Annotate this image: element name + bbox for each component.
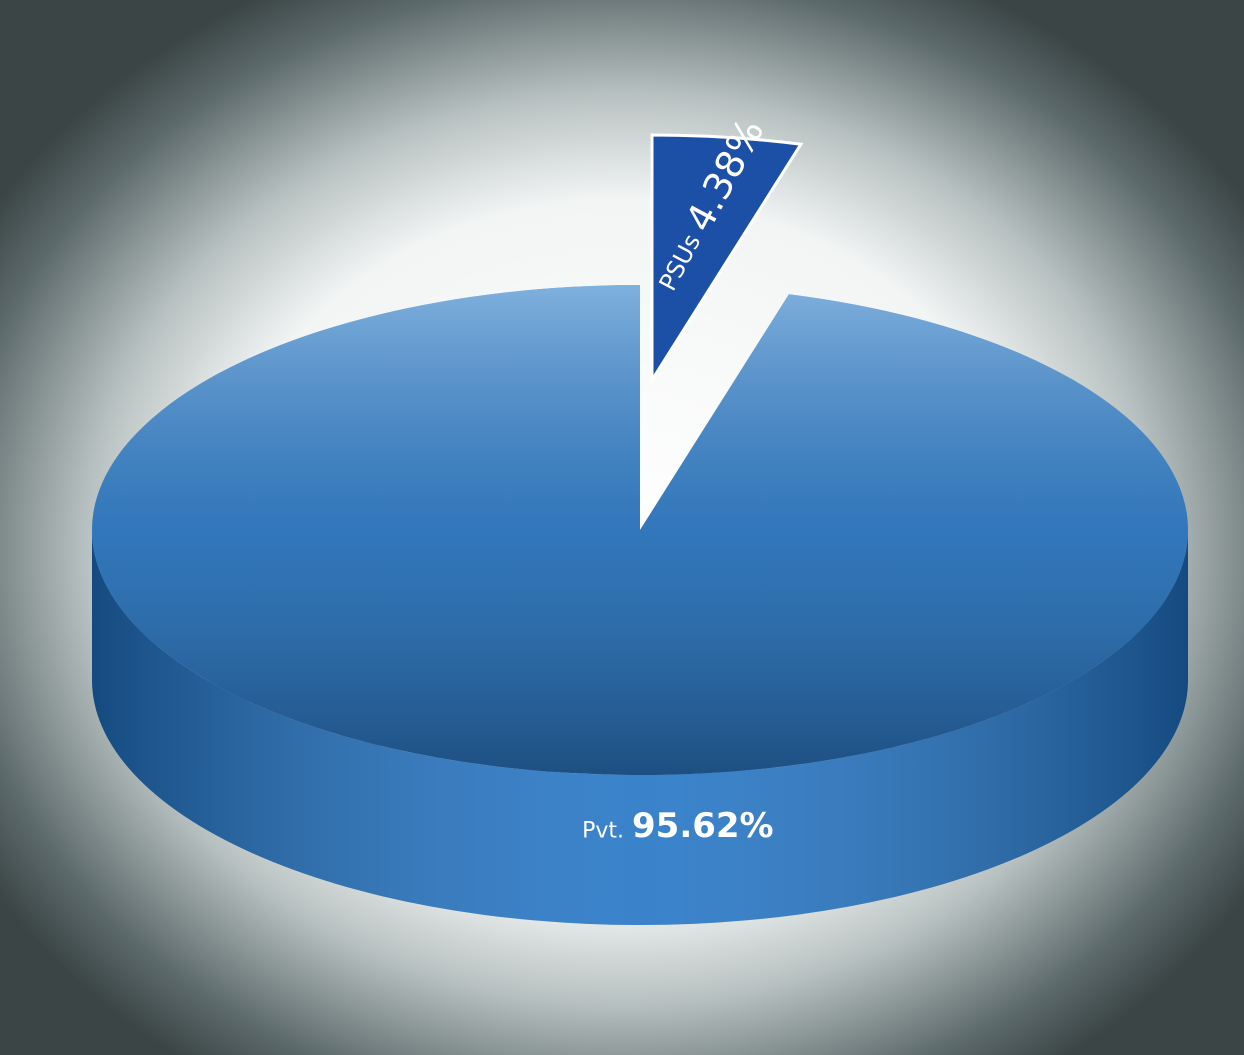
top-shade — [91, 285, 1188, 775]
pie — [91, 133, 1188, 925]
value-label: 95.62% — [632, 806, 774, 846]
side-shade — [92, 530, 1188, 925]
slice — [650, 133, 804, 386]
category-label: Pvt. — [582, 819, 624, 844]
